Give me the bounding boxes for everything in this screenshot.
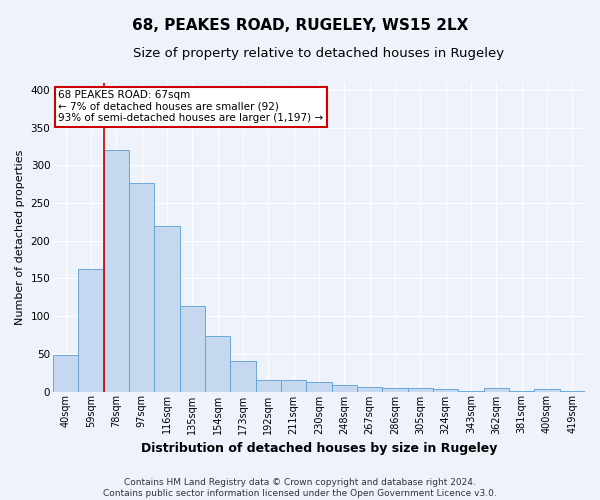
Text: Contains HM Land Registry data © Crown copyright and database right 2024.
Contai: Contains HM Land Registry data © Crown c… — [103, 478, 497, 498]
Bar — [154, 226, 180, 392]
X-axis label: Distribution of detached houses by size in Rugeley: Distribution of detached houses by size … — [141, 442, 497, 455]
Bar — [407, 388, 433, 392]
Bar — [129, 182, 154, 392]
Bar — [484, 388, 509, 392]
Bar — [230, 362, 256, 392]
Bar — [332, 386, 357, 392]
Bar — [509, 391, 535, 392]
Text: 68, PEAKES ROAD, RUGELEY, WS15 2LX: 68, PEAKES ROAD, RUGELEY, WS15 2LX — [132, 18, 468, 32]
Bar — [180, 306, 205, 392]
Bar — [256, 380, 281, 392]
Bar — [357, 387, 382, 392]
Bar — [104, 150, 129, 392]
Bar — [382, 388, 407, 392]
Text: 68 PEAKES ROAD: 67sqm
← 7% of detached houses are smaller (92)
93% of semi-detac: 68 PEAKES ROAD: 67sqm ← 7% of detached h… — [58, 90, 323, 124]
Bar — [281, 380, 307, 392]
Bar — [53, 356, 79, 392]
Bar — [560, 391, 585, 392]
Y-axis label: Number of detached properties: Number of detached properties — [15, 150, 25, 324]
Bar — [205, 336, 230, 392]
Bar — [307, 382, 332, 392]
Bar — [79, 270, 104, 392]
Title: Size of property relative to detached houses in Rugeley: Size of property relative to detached ho… — [133, 48, 505, 60]
Bar — [458, 391, 484, 392]
Bar — [433, 390, 458, 392]
Bar — [535, 390, 560, 392]
